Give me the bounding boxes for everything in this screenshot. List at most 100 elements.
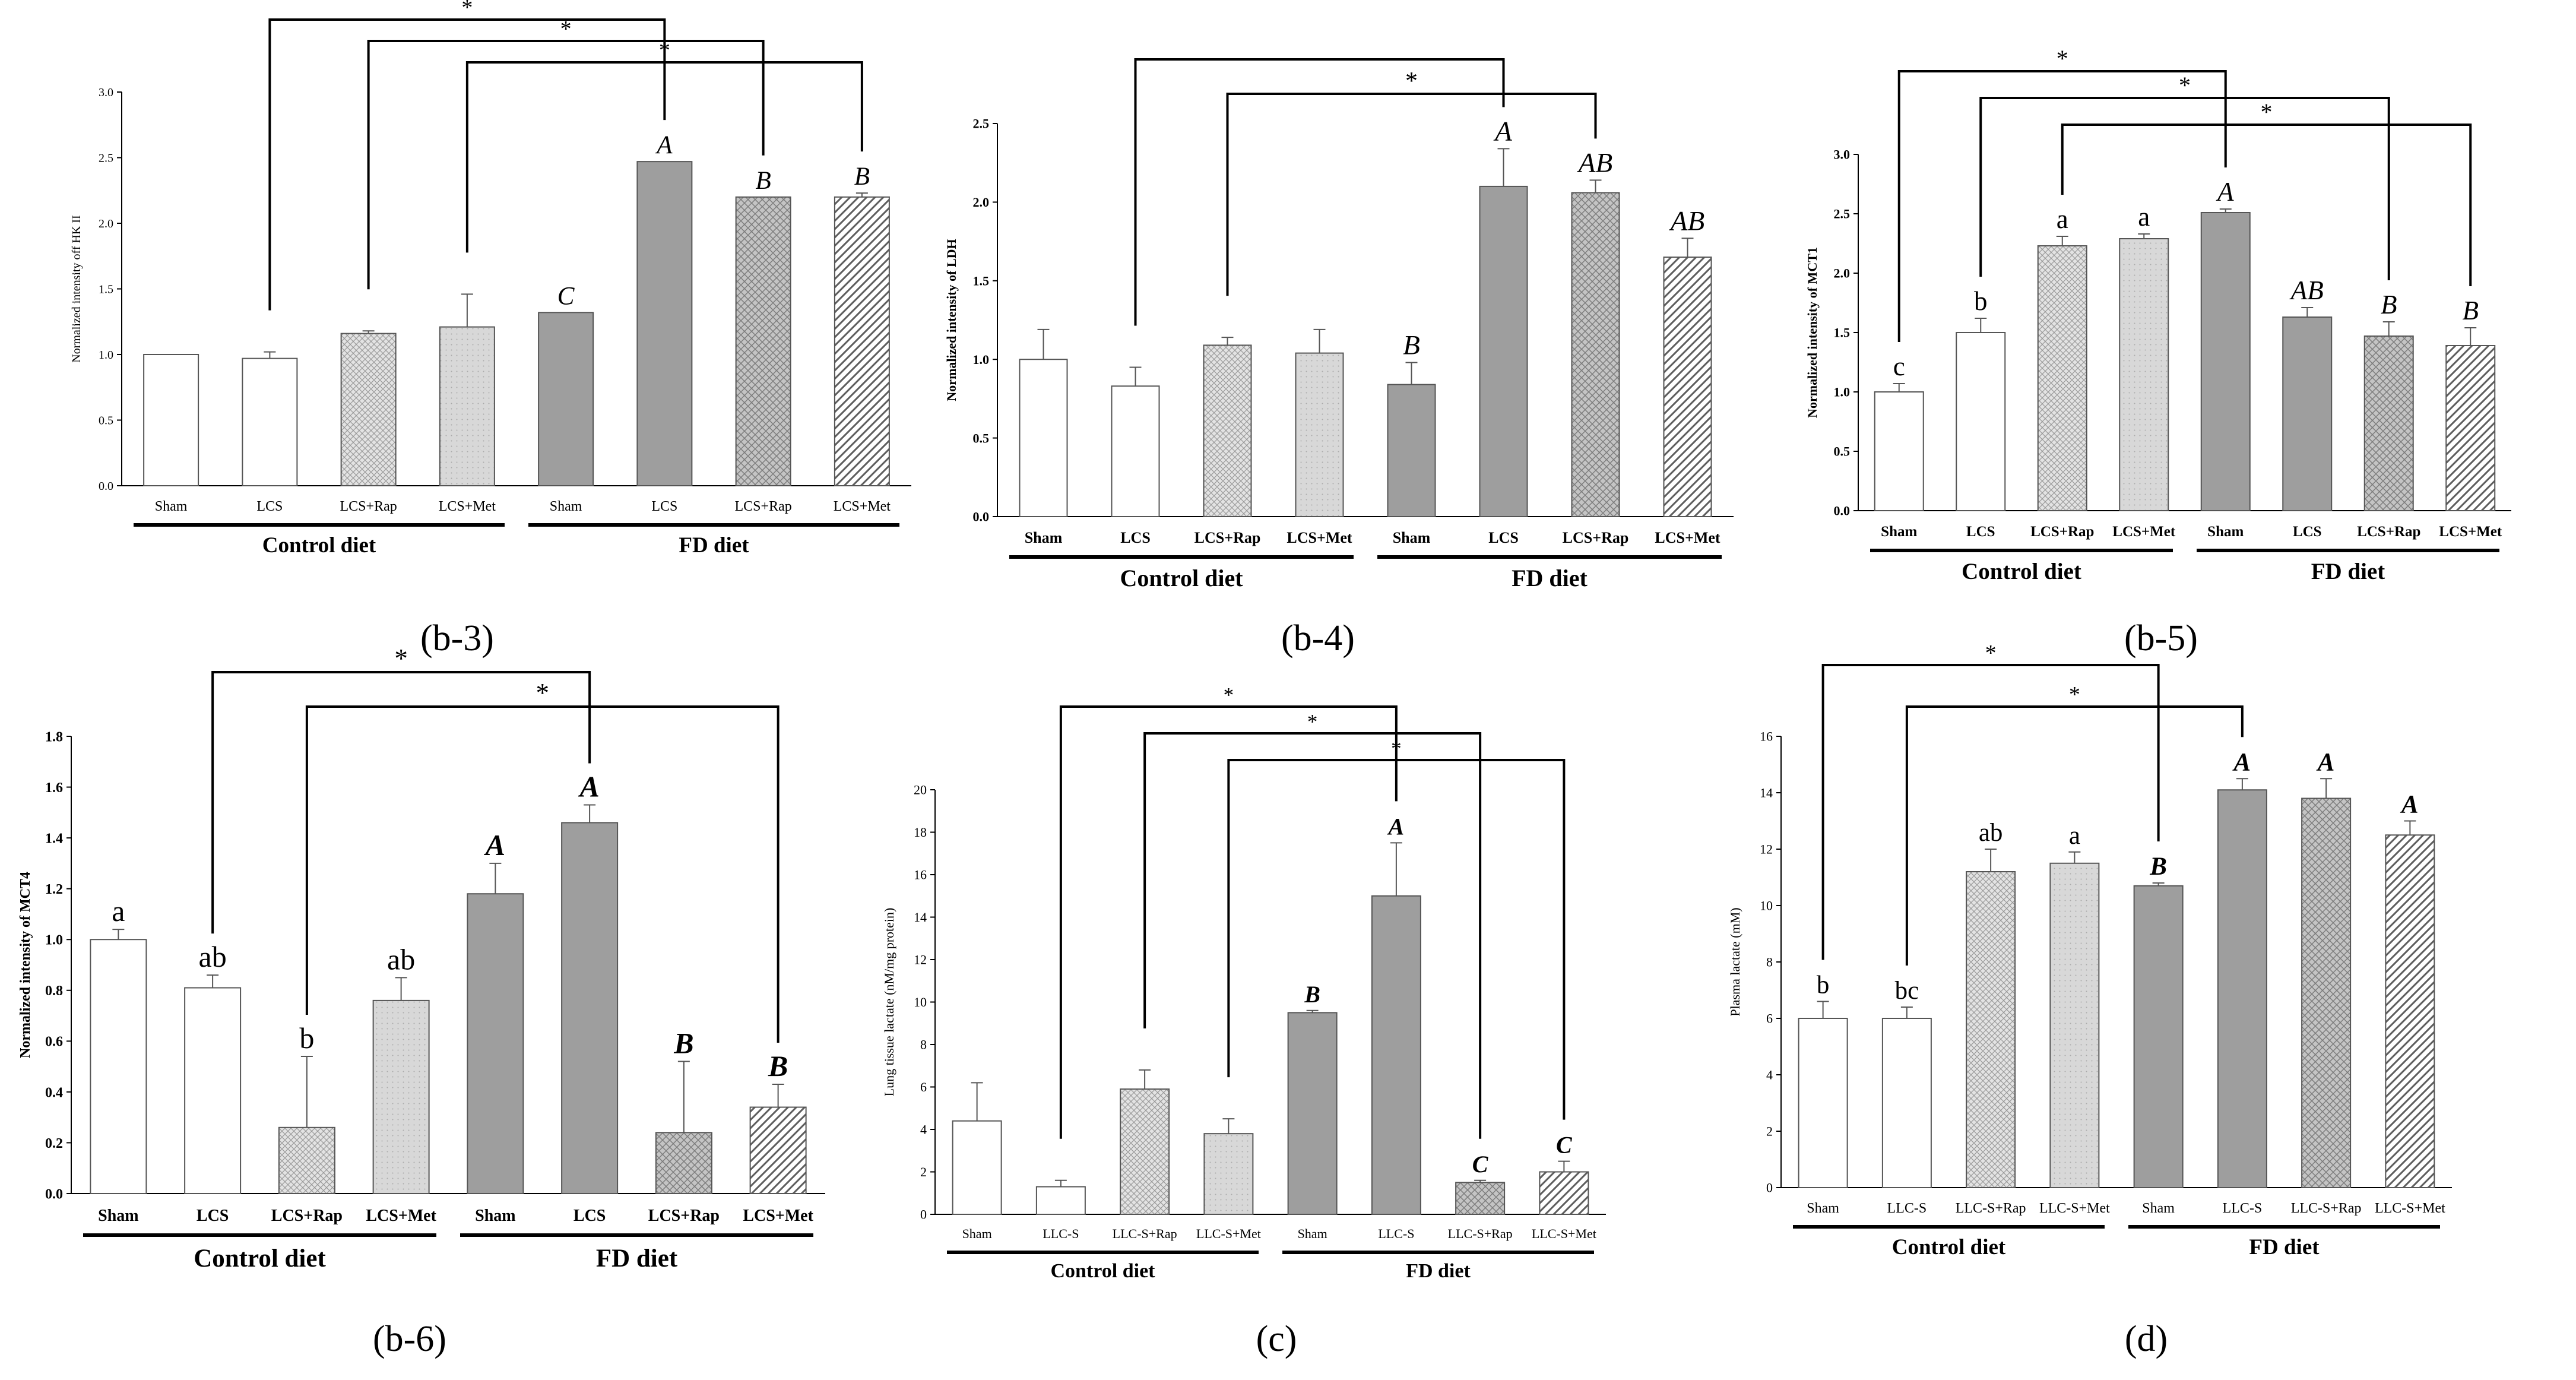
y-tick-label: 1.8	[45, 729, 63, 745]
significance-star: *	[1224, 683, 1234, 707]
category-label: LCS+Met	[366, 1207, 436, 1225]
y-tick-label: 1.0	[45, 933, 63, 948]
bar	[1019, 359, 1068, 517]
significance-letter: A	[655, 131, 673, 159]
significance-letter: b	[299, 1021, 314, 1055]
bar	[1287, 1012, 1338, 1215]
y-tick-label: 0.5	[99, 414, 113, 428]
bar	[735, 196, 791, 486]
y-tick-label: 18	[914, 825, 927, 840]
group-label: FD diet	[2311, 559, 2385, 584]
y-axis-title: Normalized intensity of LDH	[944, 239, 959, 401]
category-label: LCS+Rap	[271, 1207, 343, 1225]
y-axis-title: Normalized intensity of MCT4	[18, 872, 33, 1058]
bar	[1571, 192, 1620, 517]
significance-bracket	[1227, 759, 1566, 1120]
category-label: LCS	[1120, 529, 1151, 546]
significance-star: *	[536, 678, 550, 708]
y-tick-label: 2.0	[973, 195, 990, 210]
bar	[1663, 257, 1712, 517]
category-label: LLC-S+Rap	[1956, 1201, 2026, 1216]
panel-label-c: (c)	[1256, 1319, 1297, 1359]
significance-letter: a	[2057, 204, 2068, 234]
y-tick-label: 8	[1766, 955, 1773, 970]
category-label: LCS	[573, 1207, 606, 1225]
bar	[1479, 185, 1528, 518]
category-label: LCS	[2293, 524, 2322, 540]
significance-letter: B	[673, 1027, 693, 1060]
bar	[467, 893, 524, 1194]
y-tick-label: 0.8	[45, 983, 63, 999]
y-tick-label: 0.0	[45, 1186, 63, 1202]
bar	[143, 354, 199, 486]
significance-bracket	[1059, 705, 1398, 1139]
significance-bracket	[211, 671, 591, 934]
group-label: FD diet	[1512, 565, 1588, 591]
y-tick-label: 1.4	[45, 831, 63, 847]
panel-label-b-6: (b-6)	[373, 1319, 446, 1359]
bar	[1295, 352, 1344, 517]
bar	[340, 333, 397, 486]
category-label: LCS	[651, 499, 677, 514]
y-axis-title: Normalized intensity of MCT1	[1805, 247, 1820, 418]
y-tick-label: 8	[920, 1037, 927, 1052]
y-tick-label: 0	[920, 1207, 927, 1222]
bar	[2217, 789, 2267, 1188]
bar	[2363, 335, 2414, 511]
bar	[1035, 1186, 1086, 1216]
significance-star: *	[2179, 72, 2191, 99]
significance-letter: ab	[199, 940, 227, 973]
y-tick-label: 0.2	[45, 1136, 63, 1151]
category-label: LCS+Met	[834, 499, 891, 514]
y-tick-label: 0.5	[1834, 444, 1851, 459]
category-label: LLC-S+Met	[2375, 1201, 2445, 1216]
y-axis-title: Normalized intensity off HK II	[70, 215, 83, 362]
y-tick-label: 1.6	[45, 780, 63, 796]
y-tick-label: 0.5	[973, 431, 990, 445]
y-tick-label: 2	[1766, 1124, 1773, 1139]
bar	[655, 1132, 712, 1195]
category-label: LLC-S	[1043, 1226, 1079, 1241]
group-label: FD diet	[679, 533, 749, 558]
category-label: LCS	[1488, 529, 1519, 546]
y-tick-label: 6	[920, 1080, 927, 1094]
y-tick-label: 1.0	[99, 349, 113, 362]
category-label: Sham	[475, 1207, 515, 1225]
category-label: LLC-S+Rap	[1448, 1226, 1513, 1241]
significance-letter: B	[2381, 290, 2397, 319]
bar	[1111, 385, 1160, 517]
bar	[184, 987, 242, 1194]
y-tick-label: 4	[920, 1122, 927, 1137]
panel-label-d: (d)	[2125, 1319, 2168, 1359]
significance-letter: C	[557, 282, 575, 310]
y-tick-label: 1.5	[99, 283, 113, 296]
category-label: LCS	[256, 499, 283, 514]
bar	[952, 1120, 1002, 1215]
bar	[1956, 332, 2006, 511]
significance-letter: ab	[1979, 819, 2003, 847]
y-tick-label: 3.0	[1834, 147, 1851, 162]
bar	[1455, 1182, 1506, 1215]
significance-bracket	[2061, 124, 2472, 286]
bar	[278, 1126, 335, 1195]
category-label: LCS+Rap	[2357, 524, 2420, 540]
y-tick-label: 2.0	[1834, 266, 1851, 281]
category-label: LLC-S+Rap	[2291, 1201, 2362, 1216]
chart-panel-b-5: 0.0 0.5 1.0 1.5 2.0 2.5 3.0 Normalized intensit…	[1805, 45, 2511, 584]
category-label: LLC-S+Met	[1532, 1226, 1596, 1241]
bar	[1874, 391, 1924, 511]
panel-label-b-4: (b-4)	[1281, 618, 1355, 659]
category-label: LLC-S+Met	[1196, 1226, 1261, 1241]
significance-letter: B	[1403, 330, 1420, 360]
bar	[1966, 871, 2016, 1188]
chart-panel-d: 0 2 4 6 8 10 12 14 16 Plasma lactate (mM) b Sham bc L…	[1728, 641, 2452, 1259]
significance-star: *	[1307, 710, 1318, 733]
significance-bracket	[1905, 705, 2244, 966]
significance-letter: b	[1974, 286, 1988, 316]
group-label: FD diet	[1406, 1260, 1471, 1282]
bar	[749, 1106, 807, 1194]
bar	[1371, 895, 1421, 1215]
category-label: LCS+Met	[439, 499, 496, 514]
y-axis-title: Plasma lactate (mM)	[1728, 907, 1742, 1016]
bar	[2133, 885, 2184, 1188]
